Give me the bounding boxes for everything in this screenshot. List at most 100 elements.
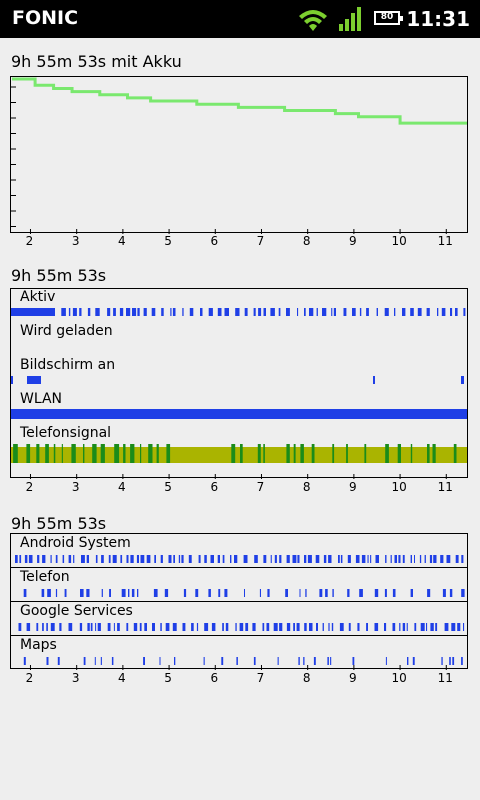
battery-chart-title: 9h 55m 53s mit Akku <box>11 52 182 71</box>
maps-bar <box>203 657 205 665</box>
telefon-bar <box>427 589 431 597</box>
telefon-bar <box>259 589 261 597</box>
usage-chart-frame[interactable]: Aktiv Wird geladen Bildschirm an WLAN Te… <box>10 288 468 479</box>
android-system-bar <box>292 555 297 563</box>
google-services-bar <box>262 623 265 631</box>
google-services-bar <box>139 623 142 631</box>
signal-strong-bar <box>45 444 49 463</box>
android-system-bar <box>210 555 214 563</box>
telefon-bar <box>359 589 363 597</box>
x-axis-tick-label: 11 <box>437 234 453 248</box>
x-axis-tick-label: 3 <box>71 671 80 685</box>
carrier-name: FONIC <box>12 7 79 29</box>
aktiv-bar <box>189 308 194 316</box>
aktiv-bar <box>402 308 406 316</box>
google-services-bar <box>420 623 425 631</box>
x-axis-tick-label: 6 <box>210 671 219 685</box>
android-system-bar <box>328 555 332 563</box>
android-system-bar <box>367 555 369 563</box>
aktiv-bar <box>217 308 222 316</box>
signal-strong-bar <box>166 444 171 463</box>
google-services-bar <box>79 623 83 631</box>
app-label: Maps <box>20 637 57 653</box>
battery-line-chart <box>11 77 467 234</box>
x-axis-tick-label: 3 <box>71 234 80 248</box>
app-row-android-system[interactable]: Android System <box>11 534 467 568</box>
aktiv-bar <box>437 308 439 316</box>
telefon-bar <box>101 589 103 597</box>
aktiv-bar <box>309 308 314 316</box>
android-system-bar <box>347 555 351 563</box>
android-system-bar <box>222 555 225 563</box>
android-system-bar <box>68 555 72 563</box>
maps-bar <box>452 657 455 665</box>
aktiv-bar <box>278 308 281 316</box>
android-system-bar <box>217 555 220 563</box>
aktiv-bar <box>137 308 140 316</box>
maps-bar <box>23 657 26 665</box>
app-row-google-services[interactable]: Google Services <box>11 602 467 636</box>
signal-strong-bar <box>92 444 97 463</box>
android-system-bar <box>286 555 290 563</box>
aktiv-bar <box>384 308 389 316</box>
aktiv-bar <box>11 308 55 316</box>
maps-bar <box>385 657 387 665</box>
google-services-bar <box>392 623 396 631</box>
google-services-bar <box>328 623 330 631</box>
telefon-bar <box>392 589 396 597</box>
google-services-bar <box>348 623 351 631</box>
android-system-bar <box>230 555 232 563</box>
apps-chart-frame[interactable]: Android System Telefon Google Services M… <box>10 533 468 670</box>
aktiv-bar <box>235 308 240 316</box>
screen-on-bar <box>373 376 375 384</box>
android-system-bar <box>419 555 422 563</box>
telefon-bar <box>299 589 301 597</box>
aktiv-bar <box>107 308 111 316</box>
x-axis-tick-label: 6 <box>210 234 219 248</box>
maps-bar <box>407 657 409 665</box>
x-axis-tick-label: 11 <box>437 671 453 685</box>
aktiv-bar <box>359 308 362 316</box>
signal-strong-bar <box>300 444 304 463</box>
apps-timeline <box>15 555 465 670</box>
aktiv-bar <box>61 308 66 316</box>
aktiv-bar <box>322 308 327 316</box>
android-system-bar <box>424 555 426 563</box>
wlan-bar <box>11 409 467 419</box>
android-system-bar <box>95 555 98 563</box>
aktiv-bar <box>331 308 333 316</box>
google-services-bar <box>225 623 229 631</box>
android-system-bar <box>433 555 437 563</box>
aktiv-bar <box>263 308 266 316</box>
screen-on-bar <box>27 376 41 384</box>
android-system-bar <box>385 555 387 563</box>
battery-chart-frame[interactable] <box>10 76 468 234</box>
android-system-bar <box>446 555 451 563</box>
android-system-bar <box>270 555 272 563</box>
x-axis-tick-label: 9 <box>349 671 357 685</box>
android-system-bar <box>198 555 201 563</box>
x-axis-tick-label: 9 <box>349 480 357 494</box>
aktiv-bar <box>297 308 299 316</box>
android-system-bar <box>168 555 172 563</box>
x-axis-tick-label: 3 <box>71 480 80 494</box>
maps-bar <box>253 657 256 665</box>
telefon-bar <box>374 589 379 597</box>
signal-strong-bar <box>453 444 457 463</box>
aktiv-bar <box>286 308 290 316</box>
aktiv-bar <box>151 308 156 316</box>
android-system-bar <box>160 555 163 563</box>
google-services-bar <box>366 623 368 631</box>
aktiv-bar <box>113 308 116 316</box>
google-services-bar <box>296 623 300 631</box>
aktiv-bar <box>343 308 347 316</box>
signal-strong-bar <box>26 444 31 463</box>
maps-bar <box>83 657 86 665</box>
google-services-bar <box>95 623 97 631</box>
signal-strong-bar <box>140 444 142 463</box>
app-row-telefon[interactable]: Telefon <box>11 568 467 602</box>
android-system-bar <box>146 555 151 563</box>
x-axis-tick-label: 2 <box>25 234 34 248</box>
app-row-maps[interactable]: Maps <box>11 636 467 670</box>
x-axis-tick-label: 7 <box>256 234 265 248</box>
